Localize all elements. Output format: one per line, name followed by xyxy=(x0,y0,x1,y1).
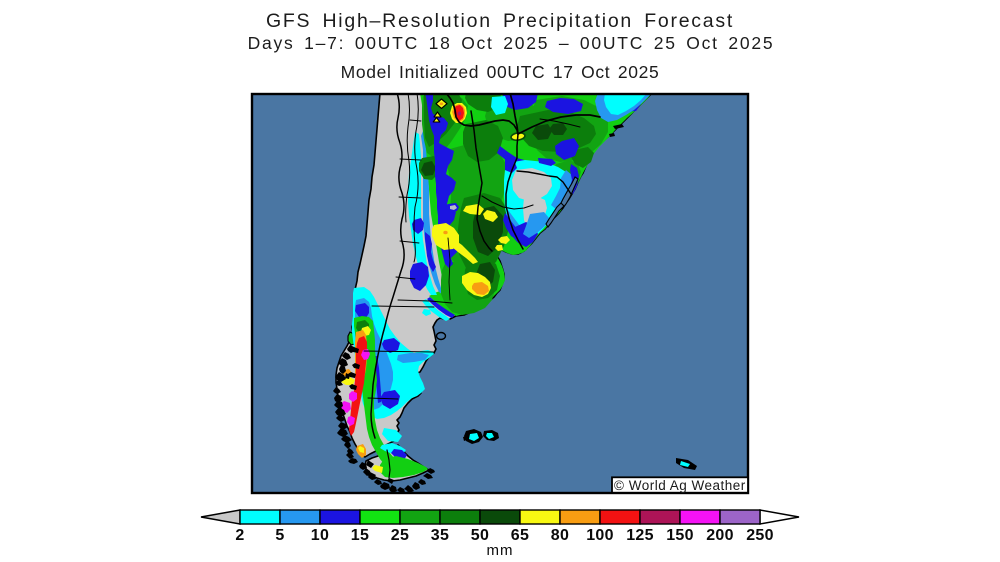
svg-text:© World Ag Weather: © World Ag Weather xyxy=(614,478,746,493)
svg-text:35: 35 xyxy=(431,527,449,544)
svg-text:15: 15 xyxy=(351,527,369,544)
svg-text:mm: mm xyxy=(487,542,514,559)
svg-text:5: 5 xyxy=(275,527,284,544)
svg-text:200: 200 xyxy=(706,527,734,544)
svg-text:150: 150 xyxy=(666,527,694,544)
svg-text:65: 65 xyxy=(511,527,529,544)
svg-text:100: 100 xyxy=(586,527,614,544)
svg-text:50: 50 xyxy=(471,527,489,544)
svg-text:125: 125 xyxy=(626,527,654,544)
svg-text:2: 2 xyxy=(235,527,244,544)
svg-text:10: 10 xyxy=(311,527,329,544)
svg-text:25: 25 xyxy=(391,527,409,544)
svg-text:250: 250 xyxy=(746,527,774,544)
svg-text:80: 80 xyxy=(551,527,569,544)
